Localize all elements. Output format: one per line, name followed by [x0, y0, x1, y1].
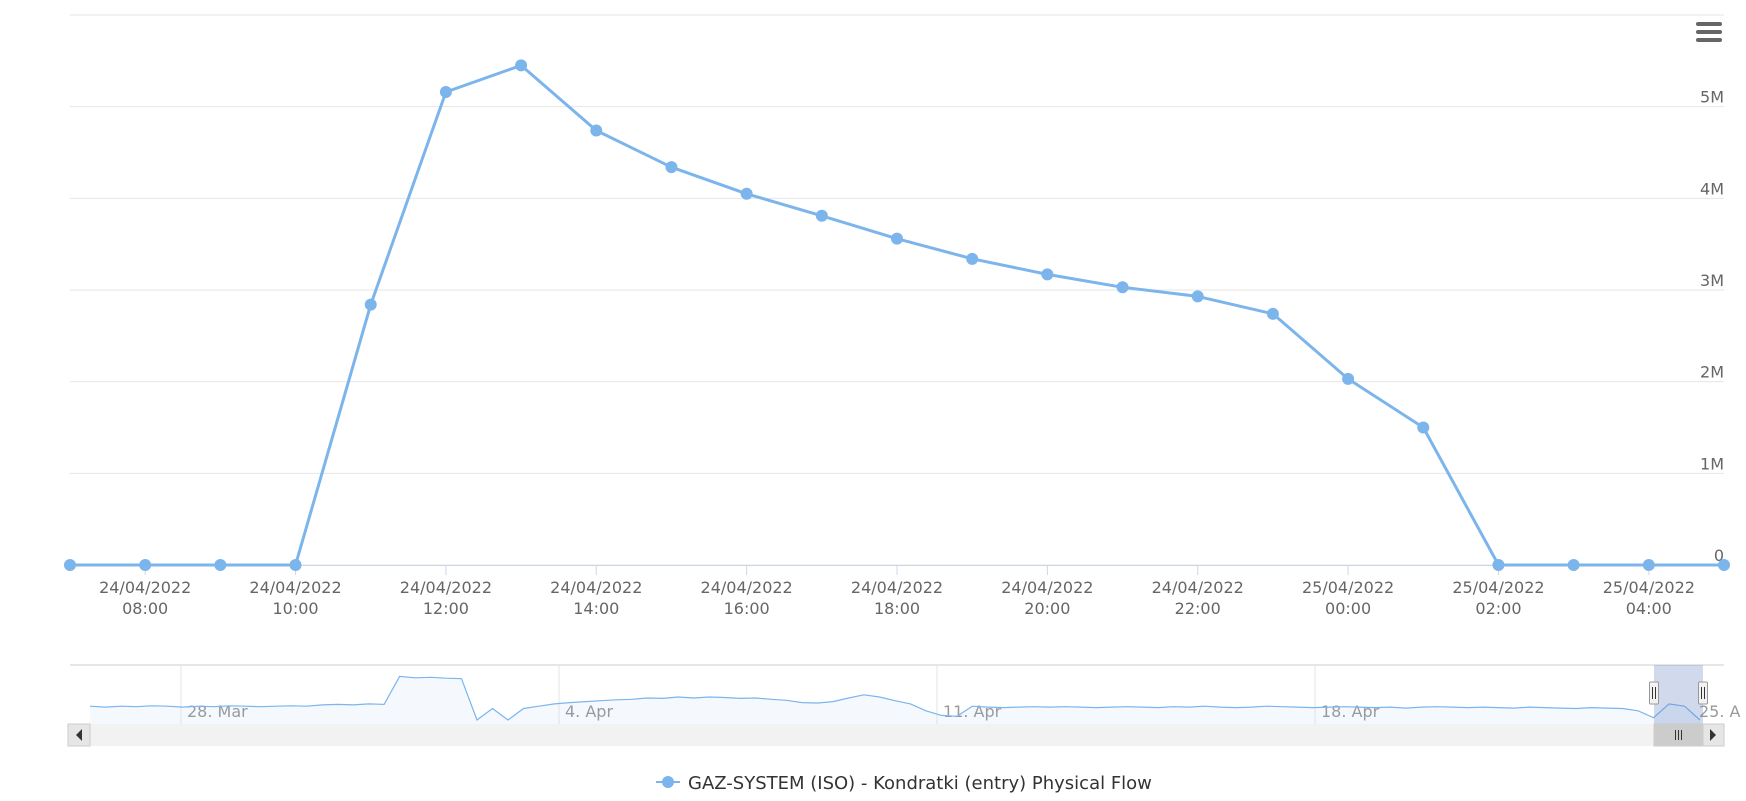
legend[interactable]: GAZ-SYSTEM (ISO) - Kondratki (entry) Phy… — [656, 773, 1152, 794]
arrow-right-icon[interactable] — [1701, 723, 1725, 747]
series-line — [70, 63, 1724, 567]
scrollbar-thumb[interactable] — [1653, 723, 1704, 747]
data-point[interactable] — [139, 559, 152, 571]
data-point[interactable] — [1342, 372, 1355, 385]
navigator-handle-right[interactable] — [1698, 681, 1708, 705]
grip-icon — [1675, 730, 1682, 740]
navigator[interactable]: 28. Mar 4. Apr 11. Apr 18. Apr 25. A — [67, 664, 1741, 747]
navigator-selection[interactable] — [1654, 665, 1703, 724]
y-axis-labels: 0 1M 2M 3M 4M 5M — [1700, 88, 1724, 565]
series-group — [64, 59, 1730, 571]
x-tick-label: 24/04/2022 14:00 — [550, 578, 642, 618]
data-point[interactable] — [815, 209, 828, 222]
x-tick-label: 24/04/2022 12:00 — [400, 578, 492, 618]
scrollbar-track[interactable] — [68, 724, 1724, 746]
data-point[interactable] — [665, 161, 678, 174]
y-tick-label: 4M — [1700, 179, 1724, 198]
x-tick-label: 24/04/2022 16:00 — [701, 578, 793, 618]
y-tick-label: 1M — [1700, 454, 1724, 473]
x-tick-label: 24/04/2022 20:00 — [1001, 578, 1093, 618]
data-point[interactable] — [891, 232, 903, 245]
x-tick-label: 25/04/2022 00:00 — [1302, 578, 1394, 618]
data-point[interactable] — [214, 559, 227, 571]
data-point[interactable] — [364, 298, 377, 311]
data-point[interactable] — [64, 559, 76, 571]
y-tick-label: 2M — [1700, 363, 1724, 382]
x-tick-label: 24/04/2022 08:00 — [99, 578, 191, 618]
legend-item-label[interactable]: GAZ-SYSTEM (ISO) - Kondratki (entry) Phy… — [688, 773, 1152, 794]
data-point[interactable] — [740, 187, 753, 200]
data-point[interactable] — [1266, 307, 1279, 320]
y-tick-label: 3M — [1700, 271, 1724, 290]
data-point[interactable] — [1567, 559, 1580, 571]
data-point[interactable] — [1116, 281, 1129, 294]
data-point[interactable] — [1642, 559, 1655, 571]
y-tick-label: 0 — [1714, 546, 1724, 565]
legend-marker — [662, 776, 674, 788]
data-point[interactable] — [1718, 559, 1730, 571]
data-point[interactable] — [515, 59, 528, 72]
y-tick-label: 5M — [1700, 88, 1724, 107]
arrow-left-icon[interactable] — [67, 723, 91, 747]
data-point[interactable] — [966, 252, 979, 265]
data-point[interactable] — [590, 124, 603, 137]
x-axis: 24/04/2022 08:00 24/04/2022 10:00 24/04/2022… — [70, 565, 1724, 618]
x-tick-label: 24/04/2022 10:00 — [249, 578, 341, 618]
navigator-date-label: 25. A — [1699, 702, 1741, 721]
navigator-date-label: 4. Apr — [565, 702, 613, 721]
data-point[interactable] — [1417, 421, 1430, 434]
data-point[interactable] — [1492, 559, 1505, 571]
data-point[interactable] — [1041, 268, 1054, 281]
x-tick-label: 25/04/2022 02:00 — [1452, 578, 1544, 618]
grid-lines — [70, 14, 1724, 566]
x-tick-label: 24/04/2022 18:00 — [851, 578, 943, 618]
x-tick-label: 24/04/2022 22:00 — [1152, 578, 1244, 618]
hamburger-menu-icon[interactable] — [1694, 18, 1726, 46]
data-point[interactable] — [289, 559, 302, 571]
x-tick-label: 25/04/2022 04:00 — [1603, 578, 1695, 618]
data-point[interactable] — [1191, 290, 1204, 303]
navigator-series-line — [89, 675, 1701, 721]
data-point[interactable] — [439, 86, 452, 98]
navigator-handle-left[interactable] — [1649, 681, 1659, 705]
navigator-area — [90, 676, 1700, 724]
